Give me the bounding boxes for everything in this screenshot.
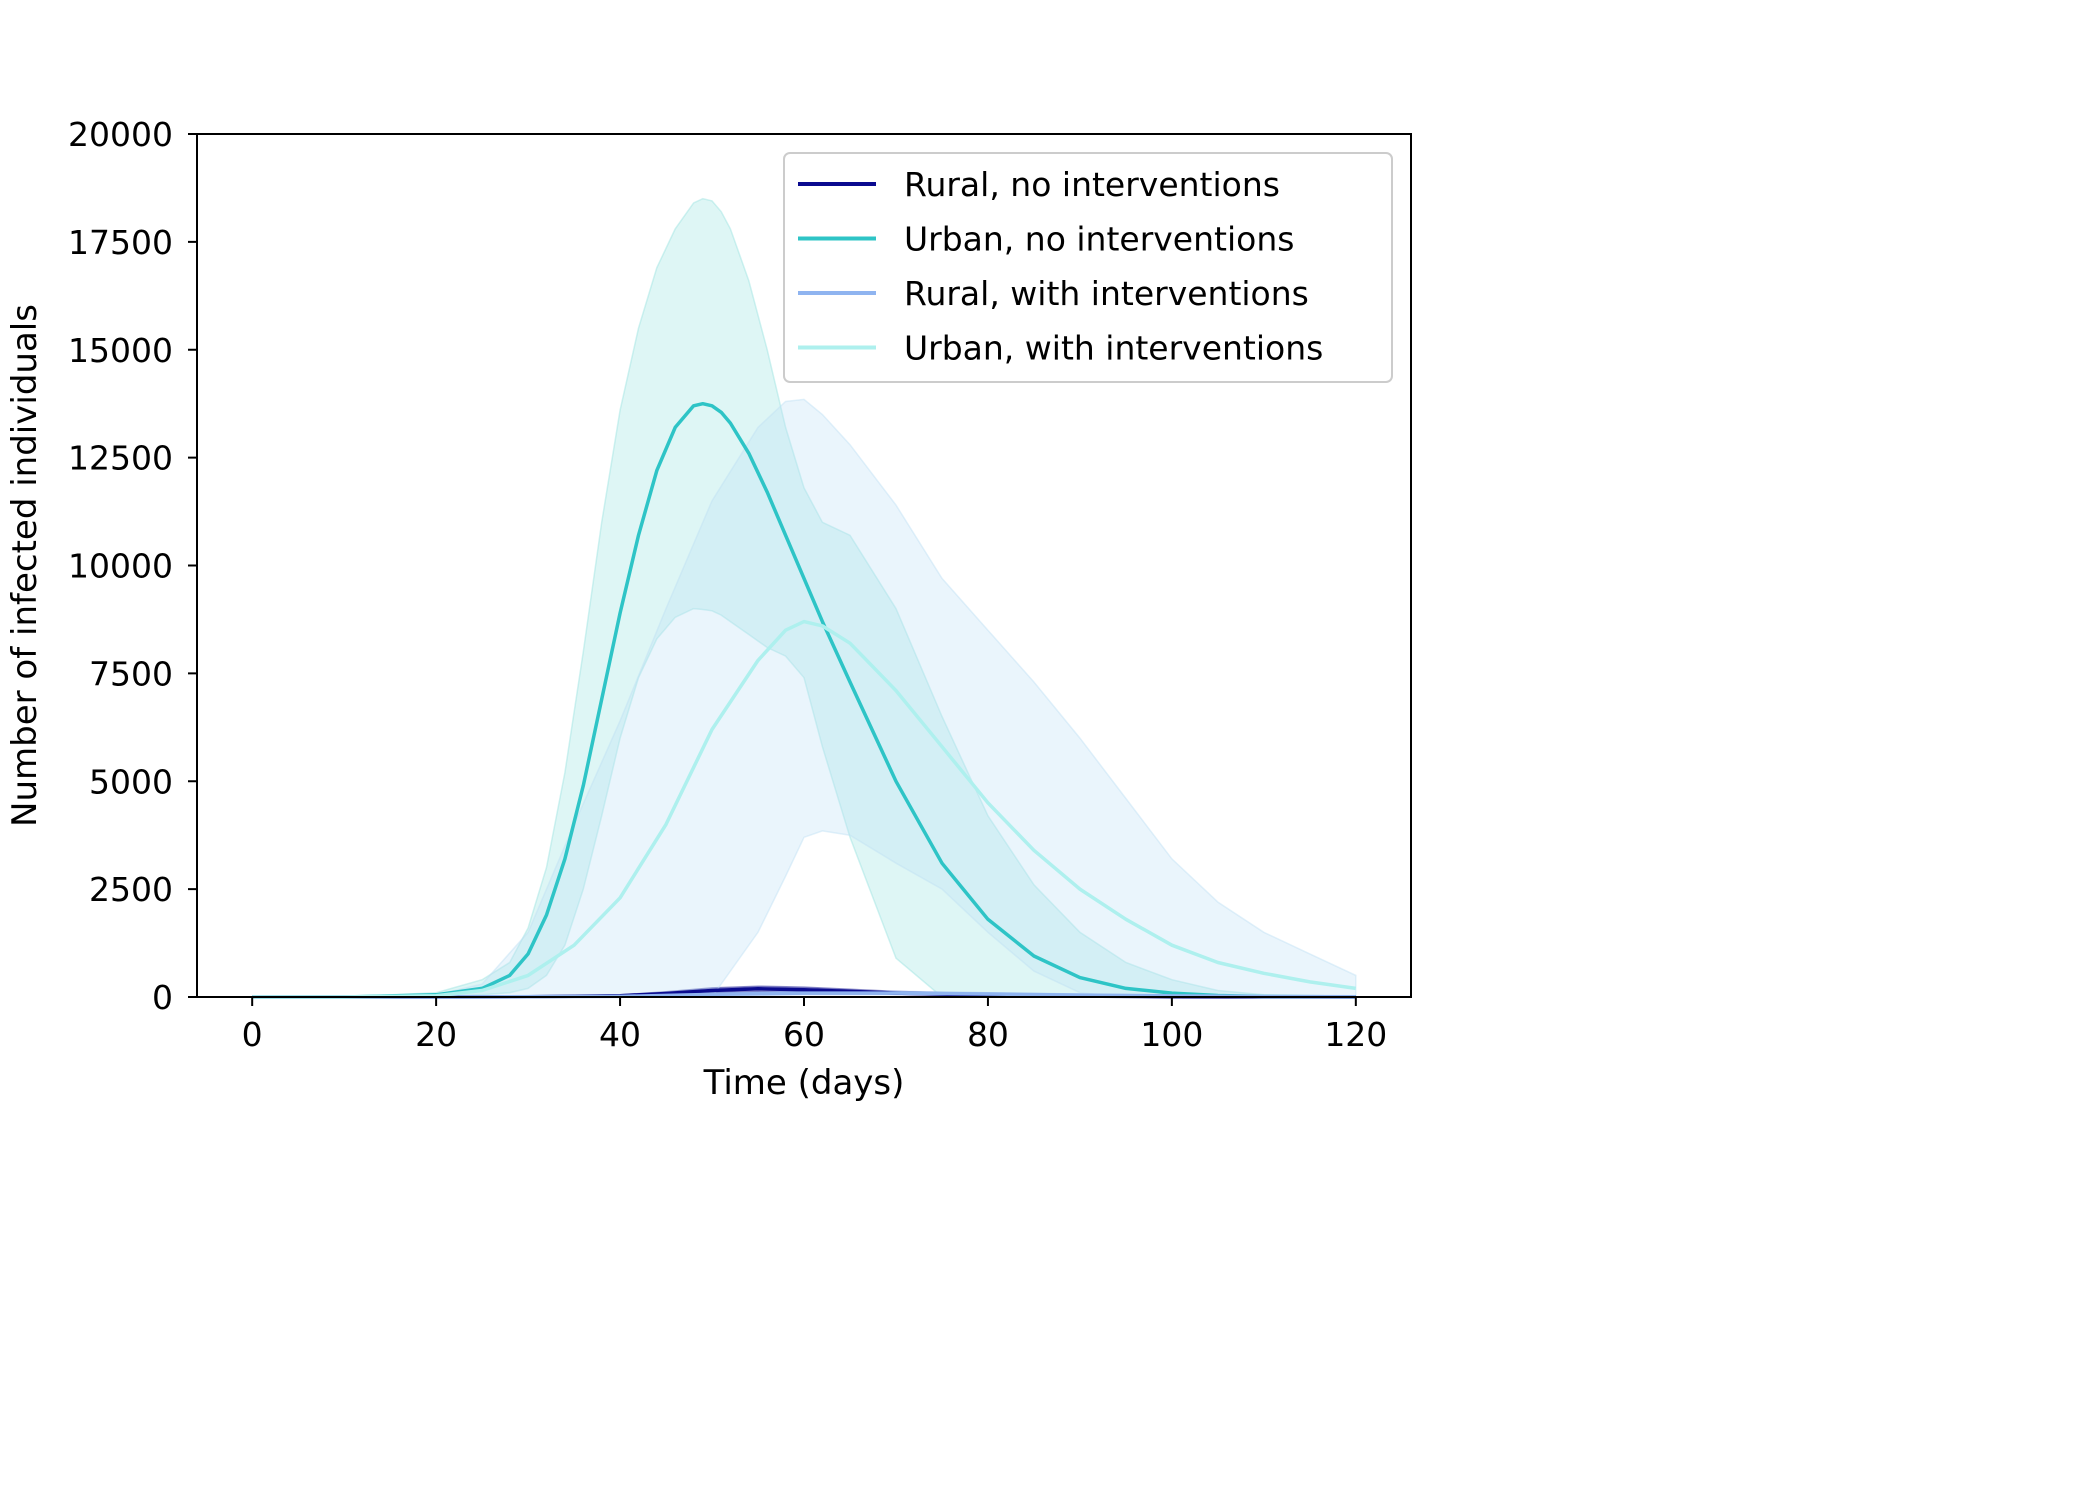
x-tick-label: 120 [1324, 1015, 1387, 1054]
x-axis-label: Time (days) [703, 1063, 905, 1103]
x-tick-label: 0 [242, 1015, 263, 1054]
x-tick-label: 80 [967, 1015, 1009, 1054]
x-tick-label: 40 [599, 1015, 641, 1054]
chart-svg: 0 20 40 60 80 100 120 0 2500 5000 7500 10000 12500 1… [5, 115, 1412, 1103]
y-tick-label: 2500 [89, 870, 173, 909]
legend-label: Rural, no interventions [904, 165, 1280, 204]
legend-label: Rural, with interventions [904, 274, 1309, 313]
x-axis-ticks: 0 20 40 60 80 100 120 [242, 997, 1387, 1054]
band-urban-with-interventions [252, 398, 1357, 998]
y-tick-label: 12500 [68, 439, 173, 478]
x-tick-label: 20 [415, 1015, 457, 1054]
x-tick-label: 60 [783, 1015, 825, 1054]
legend-label: Urban, no interventions [904, 220, 1294, 259]
y-axis-label: Number of infected individuals [5, 304, 45, 827]
x-tick-label: 100 [1140, 1015, 1203, 1054]
y-tick-label: 20000 [68, 115, 173, 154]
legend: Rural, no interventions Urban, no interve… [783, 152, 1393, 383]
legend-label: Urban, with interventions [904, 329, 1323, 368]
y-tick-label: 5000 [89, 762, 173, 801]
y-tick-label: 7500 [89, 654, 173, 693]
y-tick-label: 15000 [68, 331, 173, 370]
y-tick-label: 10000 [68, 547, 173, 586]
line-urban-no-interventions [252, 401, 1356, 999]
y-axis-ticks: 0 2500 5000 7500 10000 12500 15000 17500 20000 [68, 115, 197, 1017]
legend-box [783, 152, 1393, 383]
line-urban-with-interventions [252, 619, 1357, 999]
y-tick-label: 17500 [68, 223, 173, 262]
y-tick-label: 0 [152, 978, 173, 1017]
